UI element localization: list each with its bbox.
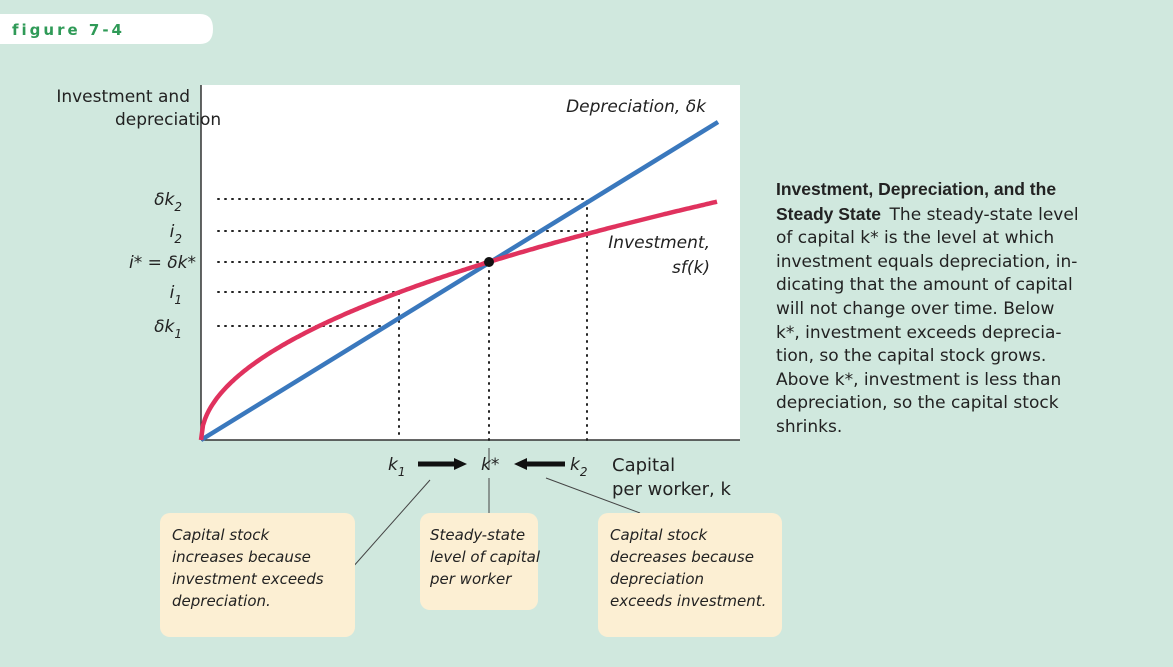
- caption-body: dicating that the amount of capital: [776, 275, 1073, 296]
- investment-label: sf(k): [672, 258, 710, 278]
- y-label-main: i: [170, 283, 175, 303]
- box-text: per worker: [429, 570, 512, 588]
- y-axis-label: Investment and: [56, 87, 190, 107]
- y-label: i1: [170, 283, 182, 307]
- y-label-sub: 2: [174, 232, 182, 246]
- y-label-sub: 1: [174, 327, 182, 341]
- box-text: depreciation: [610, 570, 704, 588]
- arrow-left-head: [514, 458, 527, 470]
- caption: Investment, Depreciation, and the Steady …: [776, 178, 1166, 440]
- box-text: increases because: [172, 548, 311, 566]
- figure-tab: [0, 14, 213, 44]
- figure-label: figure 7-4: [12, 21, 125, 39]
- x-axis-label: Capital: [612, 455, 675, 476]
- x-label-main: k*: [481, 455, 499, 475]
- depreciation-line: [199, 120, 720, 442]
- x-label: k*: [481, 455, 499, 475]
- investment-label: Investment,: [608, 233, 710, 253]
- caption-body: investment equals depreciation, in-: [776, 251, 1078, 272]
- steady-state-point: [484, 257, 494, 267]
- caption-title: Investment, Depreciation, and the: [776, 179, 1057, 199]
- y-axis-label: depreciation: [115, 110, 221, 130]
- caption-body: of capital k* is the level at which: [776, 228, 1055, 249]
- x-label-sub: 2: [580, 465, 588, 479]
- caption-body: shrinks.: [776, 416, 843, 437]
- box-text: depreciation.: [172, 592, 271, 610]
- caption-body: The steady-state level: [889, 204, 1079, 225]
- x-label-sub: 1: [398, 465, 406, 479]
- box: [420, 513, 538, 610]
- depreciation-label: Depreciation, δk: [566, 97, 707, 117]
- caption-body: Above k*, investment is less than: [776, 369, 1062, 390]
- y-label-main: i* = δk*: [129, 253, 196, 273]
- box-text: decreases because: [610, 548, 754, 566]
- y-label-main: δk: [154, 317, 175, 337]
- y-label: δk2: [154, 190, 182, 214]
- caption-title: Steady State: [776, 203, 882, 224]
- box-text: Steady-state: [430, 526, 525, 544]
- box-text: investment exceeds: [172, 570, 324, 588]
- y-label: i2: [170, 222, 182, 246]
- box: [160, 513, 355, 637]
- box: [598, 513, 782, 637]
- caption-body: k*, investment exceeds deprecia-: [776, 322, 1062, 343]
- x-label-main: k: [570, 455, 581, 475]
- y-label: i* = δk*: [129, 253, 196, 273]
- caption-line: Steady State The steady-state level: [776, 203, 1166, 228]
- connectors: [351, 477, 641, 569]
- caption-body: will not change over time. Below: [776, 298, 1055, 319]
- investment-curve: [198, 199, 718, 441]
- caption-body: depreciation, so the capital stock: [776, 393, 1059, 414]
- x-label-main: k: [388, 455, 399, 475]
- x-axis-label: per worker, k: [612, 479, 731, 500]
- caption-body: tion, so the capital stock grows.: [776, 346, 1047, 367]
- y-label: δk1: [154, 317, 182, 341]
- y-label-sub: 1: [174, 293, 182, 307]
- y-label-main: δk: [154, 190, 175, 210]
- box-text: Capital stock: [610, 526, 708, 544]
- arrow-right-head: [454, 458, 467, 470]
- guide-istar: [217, 261, 490, 441]
- x-label: k1: [388, 455, 406, 479]
- box-text: level of capital: [430, 548, 541, 566]
- y-label-main: i: [170, 222, 175, 242]
- box-text: exceeds investment.: [610, 592, 766, 610]
- box-text: Capital stock: [172, 526, 270, 544]
- y-label-sub: 2: [174, 200, 182, 214]
- x-label: k2: [570, 455, 588, 479]
